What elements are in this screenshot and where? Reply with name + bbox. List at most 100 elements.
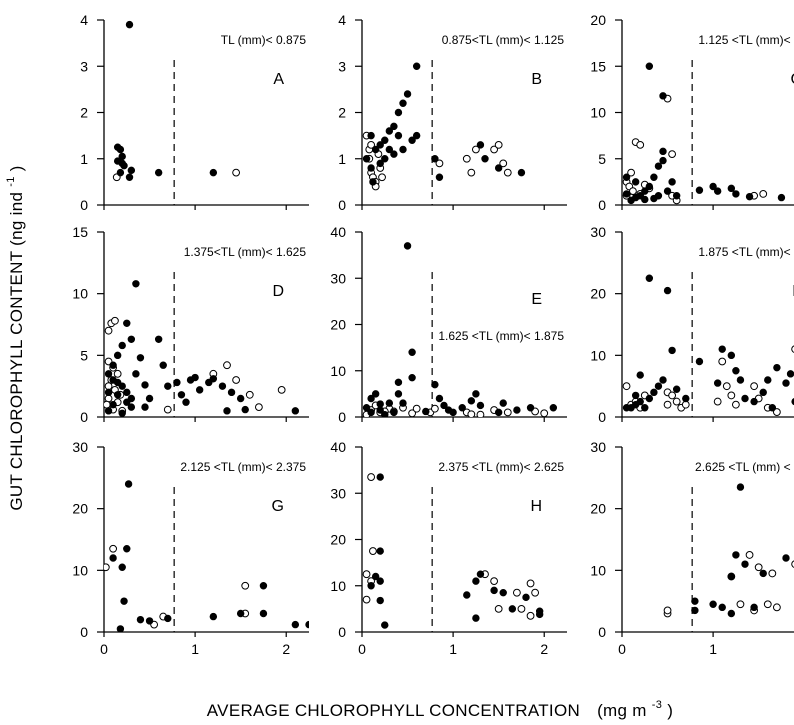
open-point: [408, 409, 417, 417]
y-tick-label: 4: [80, 12, 88, 28]
filled-point: [408, 373, 416, 382]
filled-point: [385, 127, 394, 135]
filled-point: [145, 394, 154, 403]
filled-point: [173, 378, 181, 387]
filled-point: [732, 367, 740, 375]
filled-point: [622, 404, 631, 412]
filled-point: [367, 408, 375, 417]
open-point: [490, 145, 499, 154]
filled-point: [695, 357, 704, 366]
open-point: [499, 159, 508, 168]
filled-point: [385, 145, 394, 154]
filled-point: [195, 386, 204, 394]
filled-point: [672, 192, 681, 200]
filled-point: [727, 184, 736, 193]
filled-point: [668, 178, 676, 186]
filled-point: [650, 388, 658, 397]
y-tick-label: 0: [80, 197, 88, 213]
y-tick-label: 0: [80, 624, 88, 640]
open-point: [540, 409, 549, 417]
open-point: [629, 187, 637, 196]
filled-point: [164, 382, 172, 390]
y-axis-sup: -1: [5, 176, 17, 186]
filled-point: [526, 404, 535, 412]
y-axis-title-text: GUT CHLOROPHYLL CONTENT (ng ind: [7, 192, 26, 511]
y-tick-label: 30: [330, 485, 346, 501]
filled-point: [403, 90, 412, 98]
filled-point: [741, 394, 749, 403]
filled-point: [159, 361, 167, 369]
y-tick-label: 0: [598, 624, 606, 640]
filled-point: [750, 603, 758, 612]
filled-point: [367, 164, 375, 172]
filled-point: [663, 187, 672, 195]
filled-point: [104, 407, 113, 415]
open-point: [430, 404, 439, 413]
open-point: [722, 382, 731, 391]
filled-point: [435, 394, 444, 403]
panel-letter: D: [272, 283, 284, 300]
filled-point: [390, 408, 398, 417]
filled-point: [645, 182, 654, 191]
filled-point: [709, 600, 717, 608]
x-tick-label: 1: [191, 641, 199, 657]
open-point: [104, 326, 113, 335]
panel-d: 0 5 10 15 1.375<TL (mm)< 1.625 D: [72, 224, 309, 425]
filled-point: [732, 551, 740, 559]
filled-point: [412, 131, 421, 140]
open-point: [113, 369, 122, 378]
panel-f: 0 10 20 30 1.875 <TL (mm)< 2.125 F: [590, 224, 794, 425]
panel-letter: A: [273, 71, 284, 88]
panel-letter: B: [531, 71, 542, 88]
open-point: [362, 570, 371, 579]
y-tick-label: 10: [590, 105, 606, 121]
data-points: [104, 280, 300, 417]
filled-point: [116, 168, 125, 177]
filled-point: [182, 398, 190, 406]
open-point: [467, 168, 476, 177]
filled-point: [259, 582, 268, 590]
filled-point: [736, 483, 745, 491]
y-tick-label: 3: [80, 58, 88, 74]
x-tick-label: 1: [449, 641, 457, 657]
filled-point: [367, 394, 375, 403]
filled-point: [782, 379, 790, 387]
open-point: [736, 600, 745, 609]
filled-point: [305, 620, 309, 629]
open-point: [768, 569, 777, 578]
filled-point: [154, 168, 163, 177]
y-tick-label: 40: [330, 439, 346, 455]
filled-point: [125, 173, 134, 181]
panel-size-label: 1.125 <TL (mm)< 1.375: [698, 33, 794, 47]
filled-point: [218, 382, 227, 390]
filled-point: [641, 195, 649, 204]
filled-point: [104, 370, 113, 378]
filled-point: [549, 404, 558, 412]
filled-point: [141, 381, 149, 389]
filled-point: [376, 547, 384, 555]
filled-point: [631, 178, 640, 186]
y-tick-label: 30: [330, 270, 346, 286]
filled-point: [371, 390, 380, 398]
filled-point: [654, 382, 663, 390]
filled-point: [422, 407, 430, 416]
filled-point: [777, 193, 786, 202]
filled-point: [118, 159, 126, 168]
panel-h: 0 10 20 30 40 0 1 2 2.375 <TL (mm)< 2.625 H: [330, 439, 567, 657]
open-point: [245, 390, 254, 399]
filled-point: [408, 348, 416, 356]
filled-point: [713, 379, 722, 387]
filled-point: [116, 625, 125, 632]
filled-point: [362, 404, 371, 412]
filled-point: [650, 173, 658, 181]
panel-g: 0 10 20 30 0 1 2 2.125 <TL (mm)< 2.375 G: [72, 439, 309, 657]
filled-point: [141, 403, 149, 411]
open-point: [104, 400, 111, 409]
x-tick-label: 2: [282, 641, 290, 657]
filled-point: [786, 370, 794, 378]
filled-point: [104, 388, 113, 397]
filled-point: [367, 131, 375, 140]
filled-point: [499, 588, 507, 597]
y-axis-title: GUT CHLOROPHYLL CONTENT (ng ind -1 ): [0, 165, 26, 510]
